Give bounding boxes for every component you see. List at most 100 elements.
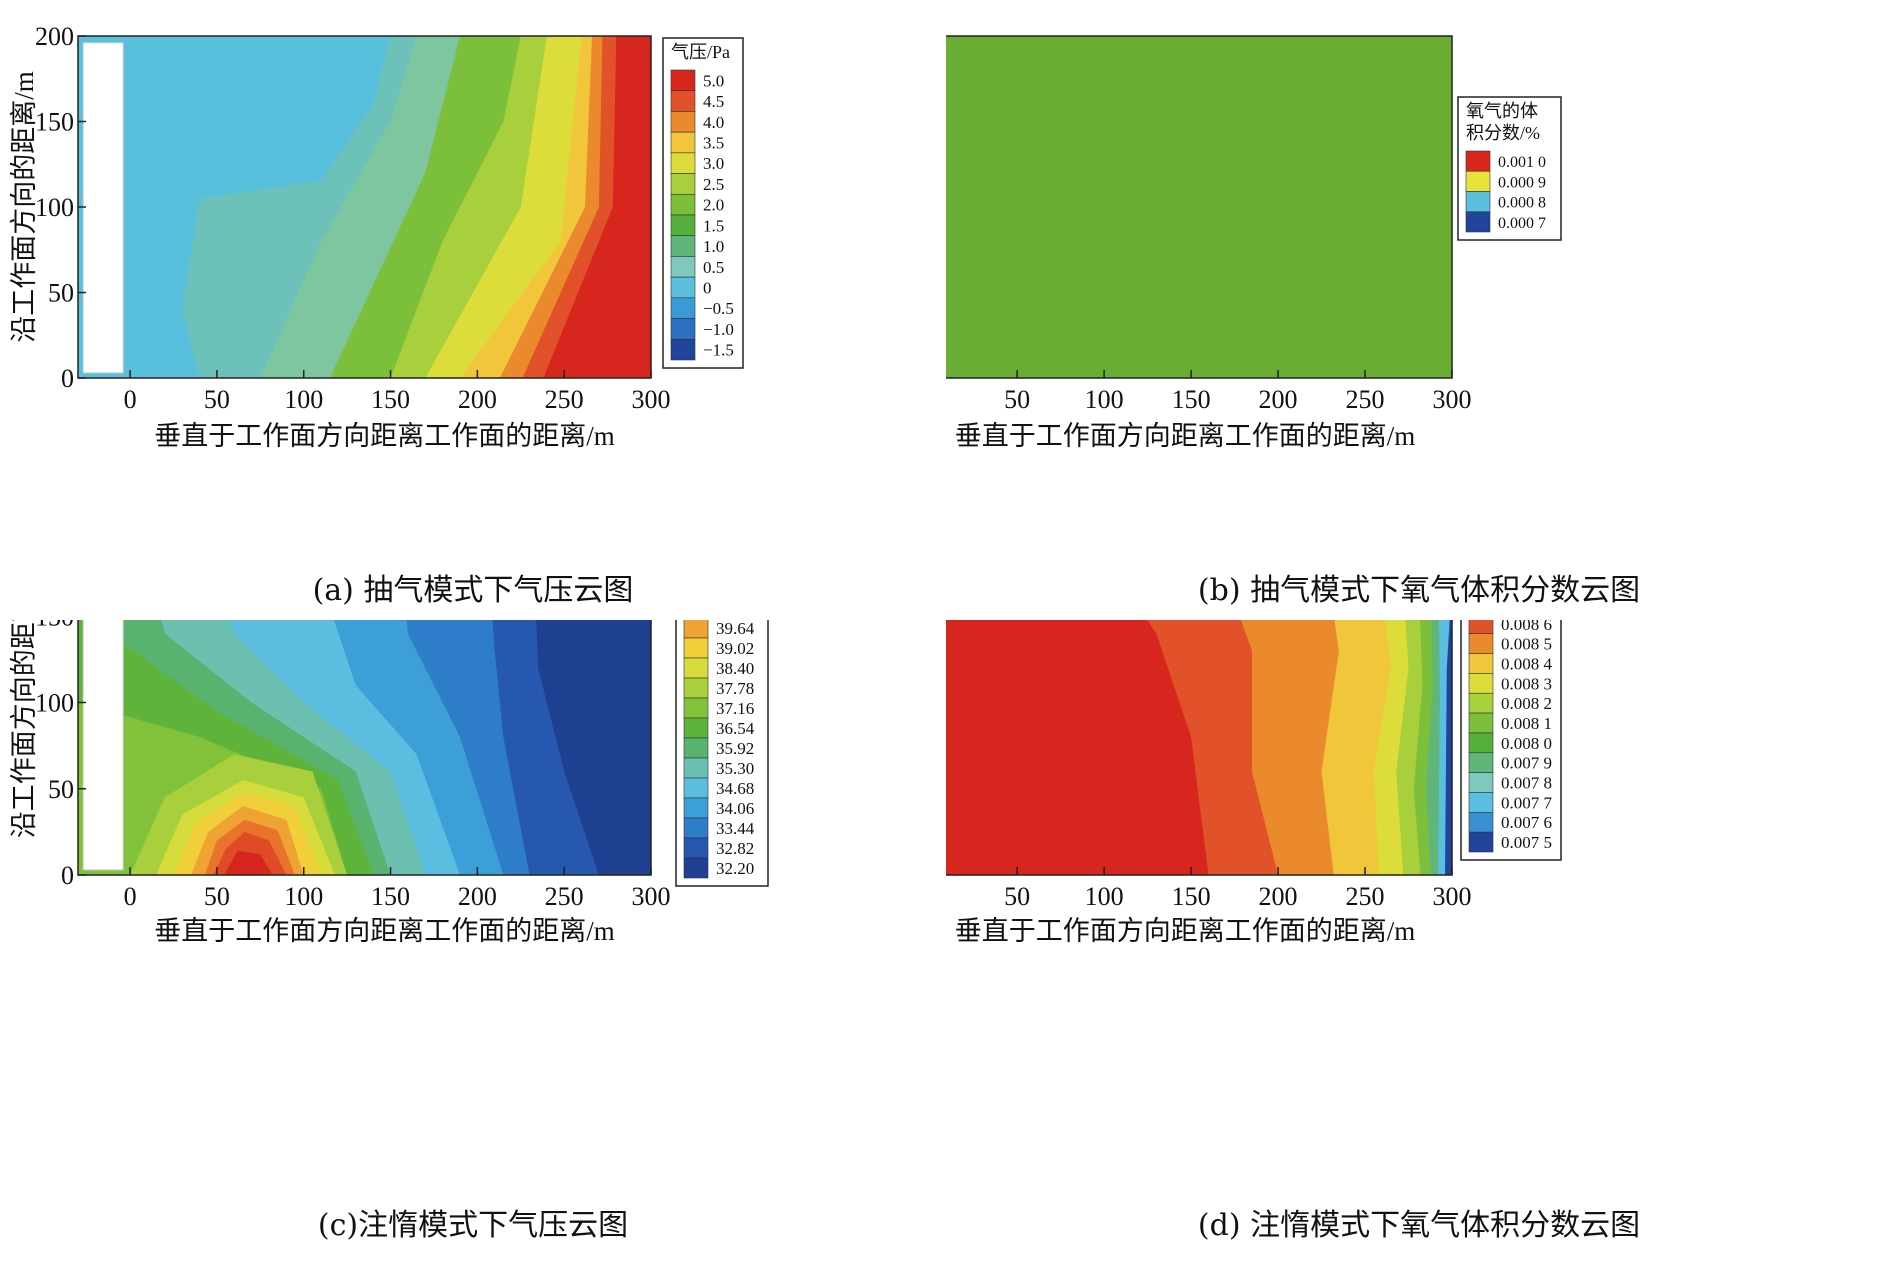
legend-swatch (670, 193, 696, 216)
legend-swatch (1465, 191, 1491, 213)
legend-level-label: 0.001 0 (1498, 154, 1546, 171)
legend-level-label: 33.44 (716, 819, 755, 838)
chart-c-svg: 050100150200250300050100150200垂直于工作面方向距离… (9, 620, 769, 946)
legend-swatch (683, 637, 709, 659)
x-tick-label: 250 (1346, 882, 1385, 911)
x-tick-label: 100 (284, 385, 323, 414)
legend-swatch (1468, 812, 1494, 833)
legend-level-label: −0.5 (703, 299, 734, 318)
legend-swatch (1468, 653, 1494, 674)
legend-level-label: 0.000 8 (1498, 195, 1546, 212)
legend-swatch (1468, 633, 1494, 654)
x-tick-label: 100 (1085, 385, 1124, 414)
legend-level-label: 0.000 9 (1498, 174, 1546, 191)
legend-level-label: 0.008 1 (1501, 714, 1552, 733)
legend-level-label: 0.008 4 (1501, 654, 1553, 673)
x-tick-label: 50 (204, 385, 230, 414)
x-tick-label: 50 (1004, 385, 1030, 414)
chart-panel-b: 050100150200250300050100150200垂直于工作面方向距离… (946, 0, 1892, 620)
legend-swatch (670, 276, 696, 299)
x-tick-label: 250 (1346, 385, 1385, 414)
contour-band (1445, 620, 1452, 875)
legend-swatch (670, 111, 696, 133)
x-tick-label: 200 (1259, 882, 1298, 911)
legend-level-label: 37.78 (716, 679, 754, 698)
legend-swatch (1468, 831, 1494, 853)
contour-field (78, 620, 651, 875)
legend-swatch (683, 797, 709, 819)
legend-level-label: 0.008 2 (1501, 694, 1552, 713)
contour-band (223, 850, 273, 875)
y-tick-label: 150 (35, 108, 74, 137)
x-tick-label: 150 (371, 882, 410, 911)
legend-level-label: 4.5 (703, 92, 724, 111)
legend-swatch (683, 657, 709, 679)
contour-field (946, 36, 1452, 378)
chart-panel-c: 050100150200250300050100150200垂直于工作面方向距离… (0, 620, 946, 1243)
legend-level-label: 34.68 (716, 779, 754, 798)
x-axis-label: 垂直于工作面方向距离工作面的距离/m (955, 916, 1416, 946)
legend-swatch (1468, 712, 1494, 734)
x-tick-label: 150 (371, 385, 410, 414)
chart-panel-a: 0 50 100 150 200 250 300 0 50 100 150 200 垂直于工作面方向距离… (0, 0, 946, 620)
x-tick-label: 200 (458, 385, 497, 414)
legend-level-label: 0.008 6 (1501, 620, 1552, 634)
x-tick-label: 100 (1085, 882, 1124, 911)
chart-d-svg: 050100150200250300050100150200垂直于工作面方向距离… (946, 620, 1562, 946)
legend-swatch (683, 737, 709, 759)
legend-swatch (683, 697, 709, 719)
legend-swatch (683, 677, 709, 699)
legend-swatch (670, 318, 696, 340)
legend-level-label: 0.007 8 (1501, 774, 1552, 793)
working-face-block (82, 42, 124, 374)
legend-level-label: 34.06 (716, 799, 754, 818)
legend-level-label: 0.007 6 (1501, 813, 1552, 832)
legend-level-label: 32.20 (716, 859, 754, 878)
legend-swatch (683, 857, 709, 879)
legend-swatch (683, 777, 709, 799)
legend-swatch (683, 837, 709, 859)
legend-swatch (1468, 752, 1494, 773)
legend-level-label: 32.82 (716, 839, 754, 858)
plot-frame (946, 620, 1453, 876)
chart-a-svg: 0 50 100 150 200 250 300 0 50 100 150 200 垂直于工作面方向距离… (9, 22, 744, 451)
legend-title: 气压/Pa (671, 42, 730, 62)
legend-title: 氧气的体 (1466, 101, 1538, 121)
legend-swatch (670, 152, 696, 174)
legend-level-label: 0.007 7 (1501, 793, 1553, 812)
x-axis-label: 垂直于工作面方向距离工作面的距离/m (154, 916, 615, 946)
x-tick-label: 0 (124, 385, 137, 414)
legend-level-label: 2.5 (703, 175, 724, 194)
legend-swatch (683, 717, 709, 739)
x-tick-label: 200 (458, 882, 497, 911)
y-axis-label: 沿工作面方向的距离/m (9, 620, 39, 838)
legend-level-label: 1.0 (703, 237, 724, 256)
legend-swatch (1468, 772, 1494, 793)
y-tick-label: 200 (35, 22, 74, 51)
x-tick-label: 300 (1433, 882, 1472, 911)
chart-panel-d: 050100150200250300050100150200垂直于工作面方向距离… (946, 620, 1892, 1243)
legend-level-label: 4.0 (703, 113, 724, 132)
x-tick-label: 100 (284, 882, 323, 911)
legend-swatch (670, 131, 696, 154)
x-axis-label: 垂直于工作面方向距离工作面的距离/m (154, 421, 615, 451)
y-axis-label: 沿工作面方向的距离/m (9, 71, 39, 343)
legend-level-label: 36.54 (716, 719, 755, 738)
legend-level-label: 35.30 (716, 759, 754, 778)
legend-swatch (683, 620, 709, 639)
y-tick-label: 100 (35, 689, 74, 718)
x-tick-label: 250 (545, 385, 584, 414)
x-tick-label: 50 (204, 882, 230, 911)
legend-level-label: 3.5 (703, 134, 724, 153)
x-tick-label: 300 (1433, 385, 1472, 414)
y-tick-label: 0 (61, 364, 74, 393)
legend-swatch (1468, 732, 1494, 754)
legend-swatch (683, 757, 709, 779)
legend-swatch (670, 338, 696, 361)
legend-level-label: 5.0 (703, 71, 724, 90)
legend-level-label: 37.16 (716, 699, 754, 718)
x-axis-label: 垂直于工作面方向距离工作面的距离/m (955, 421, 1416, 451)
legend-level-label: 0 (703, 279, 712, 298)
legend-level-label: 2.0 (703, 196, 724, 215)
legend-swatch (670, 297, 696, 319)
